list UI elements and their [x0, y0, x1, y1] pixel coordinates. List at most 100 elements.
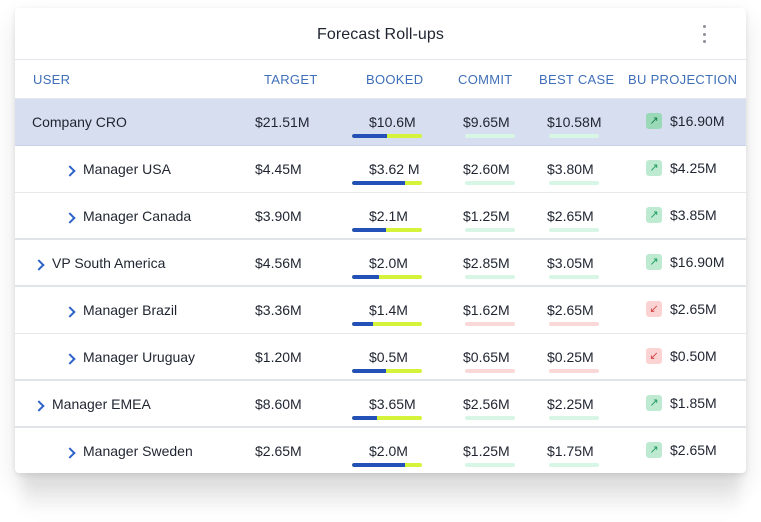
booked-progress-bar — [352, 228, 422, 232]
commit-value: $0.65M — [463, 349, 510, 365]
user-name[interactable]: Manager Sweden — [83, 443, 193, 459]
commit-status-bar — [465, 463, 515, 467]
column-header-user[interactable]: USER — [33, 72, 71, 87]
bu-projection-value: $2.65M — [670, 442, 717, 458]
card-shadow — [22, 470, 740, 510]
arrow-up-right-icon: ↗ — [646, 254, 662, 270]
table-row[interactable]: VP South America $4.56M $2.0M $2.85M $3.05M ↗… — [15, 240, 746, 287]
booked-progress-bar — [352, 322, 422, 326]
booked-value: $3.65M — [369, 396, 416, 412]
column-header-booked[interactable]: BOOKED — [366, 72, 424, 87]
target-value: $21.51M — [255, 114, 310, 130]
bu-projection-value: $1.85M — [670, 395, 717, 411]
column-header-bu-projection[interactable]: BU PROJECTION — [628, 72, 738, 87]
user-cell: Company CRO — [32, 114, 127, 130]
booked-progress-fill — [352, 416, 377, 420]
booked-value: $1.4M — [369, 302, 408, 318]
table-row[interactable]: Manager Uruguay $1.20M $0.5M $0.65M $0.25M ↙ $… — [15, 334, 746, 381]
arrow-up-right-icon: ↗ — [646, 160, 662, 176]
table-row[interactable]: Manager Brazil $3.36M $1.4M $1.62M $2.65M ↙ $2… — [15, 287, 746, 334]
best-case-status-bar — [549, 228, 599, 232]
booked-value: $0.5M — [369, 349, 408, 365]
booked-progress-bar — [352, 369, 422, 373]
arrow-up-right-icon: ↗ — [646, 113, 662, 129]
best-case-value: $3.05M — [547, 255, 594, 271]
table-row[interactable]: Manager EMEA $8.60M $3.65M $2.56M $2.25M ↗ $1.… — [15, 381, 746, 428]
commit-status-bar — [465, 228, 515, 232]
user-name[interactable]: Manager Uruguay — [83, 349, 196, 365]
table-row[interactable]: Manager Canada $3.90M $2.1M $1.25M $2.65M ↗ $3… — [15, 193, 746, 240]
rollup-table: USER TARGET BOOKED COMMIT BEST CASE BU P… — [15, 59, 746, 473]
chevron-right-icon[interactable] — [64, 212, 76, 224]
bu-projection-cell: ↗ $1.85M — [646, 395, 717, 411]
user-cell: Manager Sweden — [64, 443, 193, 459]
bu-projection-cell: ↗ $4.25M — [646, 160, 717, 176]
more-options-icon[interactable] — [700, 25, 708, 43]
commit-status-bar — [465, 181, 515, 185]
commit-status-bar — [465, 275, 515, 279]
table-header: USER TARGET BOOKED COMMIT BEST CASE BU P… — [15, 60, 746, 99]
commit-value: $2.85M — [463, 255, 510, 271]
target-value: $4.45M — [255, 161, 302, 177]
booked-progress-bar — [352, 181, 422, 185]
best-case-value: $2.25M — [547, 396, 594, 412]
target-value: $4.56M — [255, 255, 302, 271]
table-row[interactable]: Manager Sweden $2.65M $2.0M $1.25M $1.75M ↗ $2… — [15, 428, 746, 473]
bu-projection-cell: ↗ $16.90M — [646, 254, 724, 270]
best-case-value: $3.80M — [547, 161, 594, 177]
bu-projection-value: $3.85M — [670, 207, 717, 223]
commit-status-bar — [465, 322, 515, 326]
chevron-right-icon[interactable] — [64, 306, 76, 318]
best-case-status-bar — [549, 275, 599, 279]
bu-projection-cell: ↙ $2.65M — [646, 301, 717, 317]
best-case-value: $2.65M — [547, 208, 594, 224]
booked-progress-fill — [352, 463, 405, 467]
column-header-target[interactable]: TARGET — [264, 72, 318, 87]
column-header-commit[interactable]: COMMIT — [458, 72, 513, 87]
user-name[interactable]: Company CRO — [32, 114, 127, 130]
commit-value: $1.25M — [463, 208, 510, 224]
booked-value: $2.0M — [369, 443, 408, 459]
table-row[interactable]: Manager USA $4.45M $3.62 M $2.60M $3.80M ↗ $4.… — [15, 146, 746, 193]
best-case-status-bar — [549, 322, 599, 326]
chevron-right-icon[interactable] — [33, 400, 45, 412]
best-case-value: $0.25M — [547, 349, 594, 365]
bu-projection-cell: ↗ $2.65M — [646, 442, 717, 458]
bu-projection-value: $16.90M — [670, 254, 725, 270]
booked-progress-fill — [352, 181, 405, 185]
chevron-right-icon[interactable] — [64, 447, 76, 459]
chevron-right-icon[interactable] — [33, 259, 45, 271]
user-name[interactable]: Manager USA — [83, 161, 171, 177]
user-name[interactable]: Manager EMEA — [52, 396, 151, 412]
booked-progress-bar — [352, 275, 422, 279]
commit-status-bar — [465, 416, 515, 420]
table-body: Company CRO $21.51M $10.6M $9.65M $10.58M ↗ $1… — [15, 99, 746, 473]
user-name[interactable]: Manager Canada — [83, 208, 192, 224]
chevron-right-icon[interactable] — [64, 353, 76, 365]
table-row[interactable]: Company CRO $21.51M $10.6M $9.65M $10.58M ↗ $1… — [15, 99, 746, 146]
commit-value: $1.62M — [463, 302, 510, 318]
commit-status-bar — [465, 134, 515, 138]
chevron-right-icon[interactable] — [64, 165, 76, 177]
bu-projection-cell: ↗ $3.85M — [646, 207, 717, 223]
target-value: $8.60M — [255, 396, 302, 412]
booked-progress-fill — [352, 369, 386, 373]
booked-progress-fill — [352, 228, 386, 232]
best-case-status-bar — [549, 134, 599, 138]
commit-status-bar — [465, 369, 515, 373]
booked-progress-fill — [352, 322, 373, 326]
booked-value: $10.6M — [369, 114, 416, 130]
bu-projection-value: $2.65M — [670, 301, 717, 317]
bu-projection-value: $4.25M — [670, 160, 717, 176]
arrow-down-left-icon: ↙ — [646, 348, 662, 364]
commit-value: $1.25M — [463, 443, 510, 459]
user-name[interactable]: Manager Brazil — [83, 302, 178, 318]
booked-value: $2.1M — [369, 208, 408, 224]
commit-value: $2.56M — [463, 396, 510, 412]
column-header-best-case[interactable]: BEST CASE — [539, 72, 615, 87]
booked-progress-bar — [352, 134, 422, 138]
bu-projection-value: $16.90M — [670, 113, 725, 129]
user-name[interactable]: VP South America — [52, 255, 166, 271]
forecast-rollups-card: Forecast Roll-ups USER TARGET BOOKED COM… — [15, 8, 746, 473]
user-cell: Manager Uruguay — [64, 349, 196, 365]
